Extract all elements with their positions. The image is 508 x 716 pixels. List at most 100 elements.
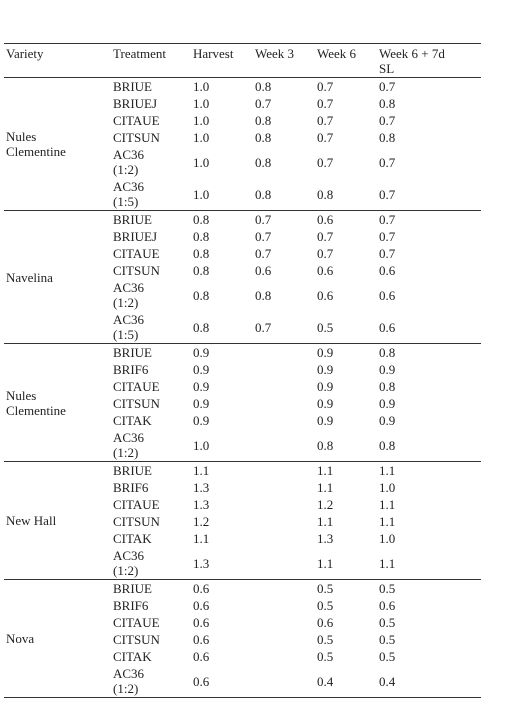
value-cell: 0.6 [315,614,377,631]
value-cell: 0.8 [377,344,481,362]
value-cell: 0.9 [315,412,377,429]
value-cell: 0.7 [253,228,315,245]
header-text: Week 6 + 7d SL [379,46,445,76]
value-text: 0.7 [317,130,334,145]
value-cell: 0.8 [377,95,481,112]
table-row: BRIF6 0.9 0.9 0.9 [4,361,481,378]
treatment-text: AC36 (1:2) [113,147,145,177]
treatment-cell: BRIUE [111,462,191,480]
treatment-text: BRIUEJ [113,96,158,111]
variety-group: Nova BRIUE 0.6 0.5 0.5 BRIF6 0.6 0.5 0.6 CITAUE 0.… [4,580,481,698]
value-cell: 0.7 [253,211,315,229]
value-text: 0.9 [317,362,334,377]
value-cell: 0.6 [191,580,253,598]
value-cell: 1.0 [377,479,481,496]
treatment-text: BRIUE [113,581,152,596]
table-row: CITAK 0.9 0.9 0.9 [4,412,481,429]
value-text: 0.8 [379,96,396,111]
header-row: Variety Treatment Harvest Week 3 Week 6 Week … [4,43,481,78]
treatment-text: BRIF6 [113,362,149,377]
value-cell: 0.6 [191,648,253,665]
treatment-cell: AC36 (1:2) [111,547,191,580]
value-cell: 0.7 [315,129,377,146]
value-text: 0.5 [379,632,396,647]
value-cell: 0.9 [191,412,253,429]
table-row: Nules Clementine BRIUE 1.0 0.8 0.7 0.7 [4,78,481,159]
treatment-cell: BRIF6 [111,361,191,378]
value-cell: 0.6 [315,279,377,311]
treatment-text: BRIUE [113,463,152,478]
treatment-text: CITAK [113,531,152,546]
value-cell: 0.8 [253,178,315,211]
value-cell [253,513,315,530]
table-row: New Hall BRIUE 1.1 1.1 1.1 [4,462,481,528]
value-text: 0.7 [379,186,396,202]
value-cell: 0.8 [191,262,253,279]
value-text: 0.8 [193,263,210,278]
value-text: 0.9 [193,379,210,394]
value-text: 0.7 [379,113,396,128]
value-text: 1.3 [193,480,210,495]
treatment-cell: AC36 (1:2) [111,429,191,462]
treatment-text: CITAUE [113,379,160,394]
variety-cell: Nova [4,580,111,698]
table-row: AC36 (1:5) 0.8 0.7 0.5 0.6 [4,311,481,344]
treatment-text: AC36 (1:2) [113,430,145,460]
value-text: 1.2 [193,514,210,529]
column-header: Week 6 + 7d SL [377,44,481,78]
treatment-cell: BRIUE [111,78,191,96]
value-text: 0.6 [317,615,334,630]
value-text: 0.8 [255,79,272,94]
value-cell: 0.8 [191,245,253,262]
value-text: 1.1 [317,514,334,529]
value-text: 0.8 [193,319,210,335]
column-header: Week 6 [315,44,377,78]
value-text: 0.9 [379,396,396,411]
table-row: Nova BRIUE 0.6 0.5 0.5 [4,580,481,646]
value-text: 1.0 [193,96,210,111]
value-cell: 0.9 [315,344,377,362]
value-cell: 1.1 [191,530,253,547]
column-header: Treatment [111,44,191,78]
value-text: 0.7 [317,96,334,111]
value-text: 0.9 [193,345,210,360]
value-cell [253,412,315,429]
value-cell [253,429,315,462]
value-cell [253,597,315,614]
table-row: CITAK 1.1 1.3 1.0 [4,530,481,547]
value-text: 0.6 [379,598,396,613]
value-text: 0.6 [193,581,210,596]
table-row: CITSUN 1.2 1.1 1.1 [4,513,481,530]
treatment-cell: BRIUEJ [111,228,191,245]
variety-cell: Nules Clementine [4,78,111,211]
value-text: 0.7 [379,79,396,94]
value-cell: 0.9 [191,378,253,395]
value-text: 1.1 [379,514,396,529]
value-text: 0.5 [317,319,334,335]
value-text: 0.7 [255,319,272,335]
value-text: 0.7 [255,212,272,227]
treatment-cell: CITAUE [111,245,191,262]
value-text: 0.8 [317,186,334,202]
treatment-text: CITAK [113,649,152,664]
value-cell: 0.7 [315,95,377,112]
value-text: 0.5 [317,598,334,613]
value-text: 1.1 [317,480,334,495]
table-row: AC36 (1:2) 1.0 0.8 0.7 0.7 [4,146,481,178]
value-text: 0.8 [193,212,210,227]
value-text: 0.9 [317,396,334,411]
value-cell: 0.7 [315,228,377,245]
value-cell: 0.7 [315,78,377,96]
value-cell: 0.5 [315,311,377,344]
treatment-text: BRIUE [113,212,152,227]
header-text: Harvest [193,46,234,61]
treatment-cell: AC36 (1:5) [111,178,191,211]
value-text: 0.6 [317,212,334,227]
value-cell: 0.5 [377,631,481,648]
value-cell: 1.0 [191,129,253,146]
value-cell: 0.7 [315,112,377,129]
value-cell: 0.8 [253,129,315,146]
value-cell [253,361,315,378]
value-cell: 1.3 [191,547,253,580]
value-cell: 0.5 [315,580,377,598]
